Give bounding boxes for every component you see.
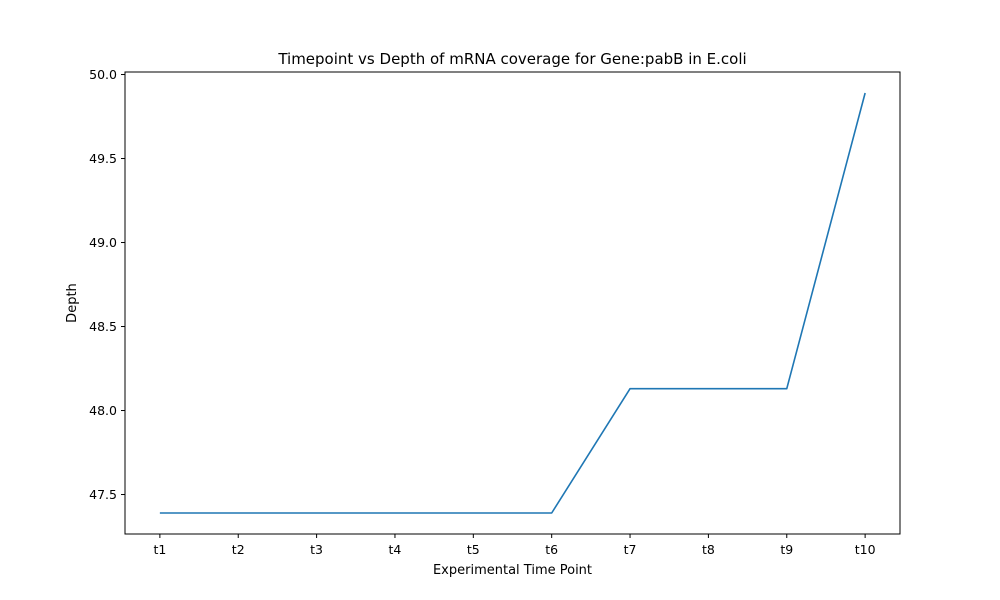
x-axis-ticks: t1 t2 t3 t4 t5 t6 t7 t8 t9 t10 bbox=[153, 534, 876, 557]
series-line-1 bbox=[159, 92, 866, 514]
x-tick-label-t10: t10 bbox=[855, 542, 876, 557]
y-tick-label-49.0: 49.0 bbox=[89, 235, 117, 250]
y-tick-label-49.5: 49.5 bbox=[89, 151, 117, 166]
y-tick-label-47.5: 47.5 bbox=[89, 487, 117, 502]
x-tick-label-t9: t9 bbox=[780, 542, 793, 557]
y-tick-label-50.0: 50.0 bbox=[89, 67, 117, 82]
series-layer bbox=[159, 92, 866, 514]
x-tick-label-t5: t5 bbox=[467, 542, 480, 557]
y-tick-label-48.5: 48.5 bbox=[89, 319, 117, 334]
x-tick-label-t2: t2 bbox=[232, 542, 245, 557]
x-tick-label-t6: t6 bbox=[545, 542, 558, 557]
y-axis-ticks: 47.5 48.0 48.5 49.0 49.5 50.0 bbox=[89, 67, 125, 502]
y-tick-label-48.0: 48.0 bbox=[89, 403, 117, 418]
plot-frame bbox=[124, 71, 901, 535]
y-axis-label: Depth bbox=[65, 283, 80, 323]
x-tick-label-t4: t4 bbox=[389, 542, 402, 557]
x-axis-label: Experimental Time Point bbox=[433, 563, 592, 578]
x-tick-label-t7: t7 bbox=[624, 542, 637, 557]
x-tick-label-t1: t1 bbox=[153, 542, 166, 557]
x-tick-label-t3: t3 bbox=[310, 542, 323, 557]
chart-title: Timepoint vs Depth of mRNA coverage for … bbox=[277, 50, 746, 68]
plot-area bbox=[125, 72, 900, 534]
x-tick-label-t8: t8 bbox=[702, 542, 715, 557]
